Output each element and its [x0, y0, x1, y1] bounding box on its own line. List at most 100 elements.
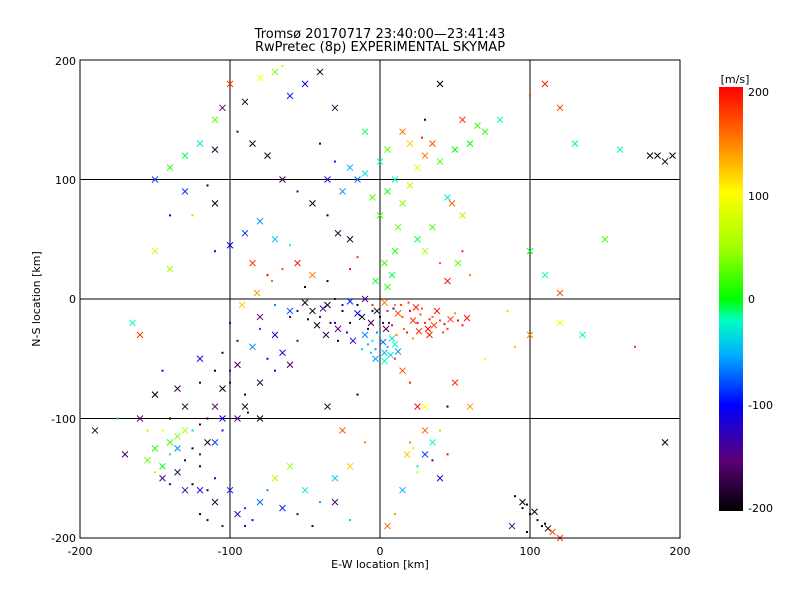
- scatter-point-cross: [391, 341, 399, 348]
- scatter-point-cross: [91, 427, 99, 434]
- scatter-point-cross: [388, 271, 396, 279]
- scatter-point-dot: [356, 303, 359, 306]
- scatter-point-cross: [384, 522, 391, 530]
- x-tick-label: -200: [68, 545, 93, 558]
- scatter-point-cross: [429, 439, 436, 446]
- scatter-point-cross: [541, 80, 549, 88]
- scatter-point-cross: [331, 498, 339, 506]
- y-tick-label: 100: [55, 174, 76, 187]
- scatter-point-dot: [346, 331, 348, 334]
- scatter-point-dot: [371, 339, 374, 342]
- scatter-point-cross: [346, 235, 354, 243]
- scatter-point-cross: [316, 68, 324, 76]
- scatter-point-cross: [399, 200, 406, 207]
- scatter-point-cross: [433, 307, 441, 315]
- scatter-point-cross: [556, 289, 564, 297]
- scatter-point-dot: [386, 309, 389, 312]
- scatter-point-cross: [429, 140, 436, 148]
- scatter-point-dot: [169, 214, 171, 217]
- scatter-point-cross: [313, 321, 321, 329]
- scatter-point-cross: [136, 331, 144, 339]
- scatter-point-cross: [361, 331, 369, 339]
- scatter-point-cross: [346, 164, 354, 171]
- scatter-point-cross: [129, 319, 136, 327]
- scatter-point-cross: [249, 343, 256, 351]
- scatter-point-cross: [430, 321, 438, 329]
- scatter-point-cross: [279, 176, 286, 183]
- scatter-point-dot: [236, 130, 239, 133]
- scatter-point-cross: [424, 325, 432, 333]
- scatter-point-dot: [442, 331, 444, 334]
- scatter-point-dot: [214, 369, 216, 372]
- scatter-point-dot: [431, 315, 434, 318]
- scatter-point-dot: [386, 345, 389, 348]
- scatter-point-dot: [169, 483, 171, 486]
- scatter-point-cross: [399, 128, 406, 136]
- scatter-point-dot: [311, 525, 314, 528]
- scatter-point-cross: [406, 182, 414, 189]
- scatter-point-cross: [447, 315, 454, 323]
- scatter-point-dot: [421, 136, 423, 139]
- scatter-point-cross: [421, 152, 429, 159]
- scatter-point-dot: [184, 459, 186, 462]
- scatter-point-dot: [221, 351, 224, 354]
- scatter-point-dot: [349, 321, 351, 324]
- scatter-point-cross: [616, 146, 624, 153]
- scatter-point-cross: [448, 200, 456, 207]
- scatter-point-cross: [421, 450, 429, 458]
- scatter-point-cross: [319, 305, 327, 312]
- scatter-point-cross: [279, 504, 286, 512]
- scatter-point-dot: [161, 369, 164, 372]
- scatter-point-cross: [387, 351, 394, 359]
- scatter-point-cross: [414, 235, 421, 243]
- scatter-point-dot: [326, 214, 329, 217]
- scatter-point-dot: [206, 489, 209, 492]
- scatter-point-cross: [496, 116, 504, 124]
- scatter-point-cross: [151, 391, 159, 398]
- scatter-point-dot: [199, 381, 201, 384]
- scatter-point-dot: [244, 507, 246, 510]
- scatter-point-dot: [412, 447, 414, 450]
- scatter-point-cross: [264, 152, 271, 159]
- scatter-point-cross: [234, 361, 241, 369]
- data-points: [91, 64, 676, 542]
- scatter-point-dot: [326, 280, 329, 283]
- colorbar-tick-label: 0: [748, 293, 755, 306]
- scatter-point-cross: [421, 427, 429, 434]
- scatter-point-cross: [219, 104, 226, 112]
- scatter-point-cross: [286, 361, 294, 369]
- scatter-point-cross: [549, 528, 556, 536]
- scatter-point-cross: [346, 298, 354, 305]
- scatter-point-cross: [661, 439, 669, 446]
- scatter-point-cross: [174, 433, 181, 440]
- colorbar-label: [m/s]: [721, 73, 750, 86]
- scatter-point-dot: [116, 417, 119, 420]
- scatter-point-dot: [296, 309, 299, 312]
- scatter-point-dot: [439, 319, 441, 322]
- scatter-point-cross: [384, 188, 391, 195]
- scatter-point-cross: [211, 116, 219, 124]
- scatter-point-cross: [241, 98, 249, 106]
- scatter-point-cross: [412, 304, 420, 311]
- scatter-point-cross: [256, 415, 264, 422]
- scatter-point-dot: [439, 429, 441, 432]
- scatter-point-cross: [181, 486, 189, 494]
- scatter-point-cross: [376, 211, 384, 219]
- scatter-point-dot: [454, 312, 456, 315]
- scatter-point-dot: [307, 318, 309, 321]
- scatter-point-dot: [409, 441, 411, 444]
- scatter-point-dot: [446, 405, 449, 408]
- scatter-point-dot: [394, 303, 396, 306]
- scatter-point-dot: [374, 348, 377, 351]
- scatter-point-dot: [400, 303, 402, 306]
- scatter-point-cross: [384, 283, 391, 291]
- scatter-point-cross: [271, 474, 279, 482]
- x-tick-label: 200: [670, 545, 691, 558]
- scatter-point-cross: [309, 271, 316, 279]
- scatter-point-cross: [349, 337, 357, 345]
- scatter-point-cross: [238, 301, 246, 309]
- scatter-point-cross: [403, 450, 411, 458]
- scatter-point-dot: [191, 214, 194, 217]
- scatter-point-dot: [506, 309, 509, 312]
- scatter-point-dot: [229, 369, 231, 372]
